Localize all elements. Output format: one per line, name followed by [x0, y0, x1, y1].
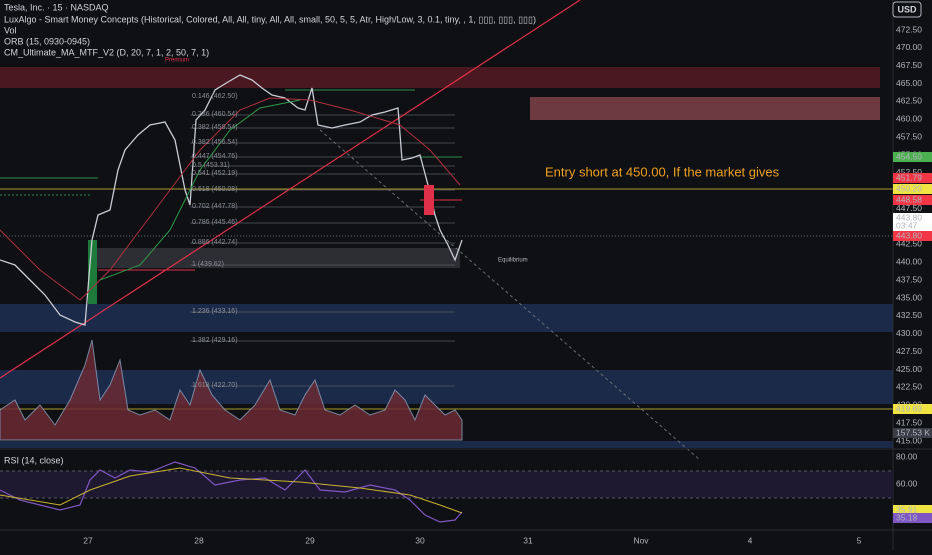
moving-average	[0, 97, 461, 301]
price-axis-label: 465.00	[896, 78, 922, 88]
price-tag-bg	[893, 152, 932, 162]
fib-label: 0.786 (445.46)	[192, 219, 238, 226]
indicator-label: Vol	[4, 25, 17, 35]
price-axis-label: 462.50	[896, 96, 922, 106]
price-tag-bg	[893, 404, 932, 414]
price-axis-label: 430.00	[896, 328, 922, 338]
time-axis-label: 27	[83, 535, 93, 545]
price-tag-bg	[893, 184, 932, 194]
fib-label: 1.236 (433.16)	[192, 308, 238, 315]
fib-label: 0.382 (458.54)	[192, 124, 238, 131]
fib-label: 0.702 (447.78)	[192, 203, 238, 210]
price-axis-label: 467.50	[896, 60, 922, 70]
symbol-title: Tesla, Inc. · 15 · NASDAQ	[4, 2, 109, 12]
fib-label: 0.5 (453.31)	[192, 162, 230, 169]
price-axis-label: 432.50	[896, 310, 922, 320]
time-axis-label: 30	[415, 535, 425, 545]
price-axis-label: 472.50	[896, 24, 922, 34]
premium-zone	[0, 67, 880, 88]
orb-box	[88, 240, 97, 304]
time-axis-label: 5	[857, 535, 862, 545]
price-axis-label: 452.50	[896, 167, 922, 177]
price-tag: 419.69	[896, 403, 922, 413]
annotation: Entry short at 450.00, If the market giv…	[545, 164, 780, 179]
price-tag: 443.80	[896, 230, 922, 240]
candle-highlight	[424, 185, 434, 215]
zone-label: Premium	[165, 58, 189, 64]
fib-lines	[190, 114, 455, 387]
price-tag: 450.20	[896, 183, 922, 193]
time-axis-label: Nov	[633, 535, 649, 545]
price-axis-label: 440.00	[896, 257, 922, 267]
fib-label: 0.236 (460.54)	[192, 111, 238, 118]
price-tag: 35.91	[896, 504, 918, 514]
fib-label: 0.618 (450.08)	[192, 186, 238, 193]
price-tag: 443.80	[896, 212, 922, 222]
price-tag: 454.50	[896, 151, 922, 161]
time-axis-label: 4	[748, 535, 753, 545]
fib-label: 0.886 (442.74)	[192, 239, 238, 246]
rsi-axis-label: 60.00	[896, 478, 918, 488]
price-axis-label: 425.00	[896, 364, 922, 374]
price-axis-label: 457.50	[896, 131, 922, 141]
fib-label: 0.447 (454.76)	[192, 153, 238, 160]
rsi-axis-label: 80.00	[896, 451, 918, 461]
price-tag: 451.79	[896, 172, 922, 182]
price-axis-label: 447.50	[896, 203, 922, 213]
price-tag-bg	[893, 428, 932, 438]
price-tag: 35.18	[896, 512, 918, 522]
fib-label: 0.146 (462.50)	[192, 93, 238, 100]
moving-average	[99, 99, 301, 281]
equilibrium-zone	[90, 248, 460, 268]
price-tag-bg	[893, 195, 932, 205]
trend-line	[0, 0, 581, 379]
time-axis-label: 31	[523, 535, 533, 545]
currency-button[interactable]	[892, 1, 922, 18]
price-axis-label: 470.00	[896, 42, 922, 52]
rsi-title: RSI (14, close)	[4, 455, 64, 465]
price-tag-bg	[893, 231, 932, 241]
currency-label[interactable]: USD	[897, 4, 917, 14]
price-tag-bg	[893, 505, 932, 515]
price-tag: 157.53 K	[896, 427, 930, 437]
time-axis-label: 29	[305, 535, 315, 545]
indicator-label: ORB (15, 0930-0945)	[4, 36, 90, 46]
price-tag: 03:47	[896, 220, 918, 230]
rsi-line	[0, 461, 463, 523]
price-tag-bg	[893, 213, 932, 223]
fib-label: 1 (439.62)	[192, 261, 224, 268]
price-axis-label: 437.50	[896, 274, 922, 284]
price-axis-label: 435.00	[896, 292, 922, 302]
demand-zone	[0, 304, 893, 332]
indicator-label: LuxAlgo - Smart Money Concepts (Historic…	[4, 14, 536, 24]
price-axis-label: 422.50	[896, 382, 922, 392]
rsi-ma	[0, 467, 463, 514]
demand-zone	[0, 370, 893, 404]
fib-label: 0.382 (456.54)	[192, 139, 238, 146]
price-axis-label: 415.00	[896, 435, 922, 445]
zone-label: Equilibrium	[498, 258, 528, 264]
fib-label: 0.541 (452.19)	[192, 170, 238, 177]
price-axis-label: 460.00	[896, 114, 922, 124]
price-axis-label: 427.50	[896, 346, 922, 356]
price-axis-label: 417.50	[896, 417, 922, 427]
indicator-label: CM_Ultimate_MA_MTF_V2 (D, 20, 7, 1, 2, 5…	[4, 47, 209, 57]
fib-label: 1.618 (422.70)	[192, 382, 238, 389]
supply-zone	[530, 97, 880, 120]
time-axis-label: 28	[194, 535, 204, 545]
price-tag-bg	[893, 513, 932, 523]
rsi-band	[0, 471, 893, 498]
demand-zone	[0, 441, 893, 448]
volume-area	[0, 339, 463, 441]
price-line-series	[0, 74, 463, 326]
price-tag-bg	[893, 221, 932, 231]
fib-label: 1.382 (429.16)	[192, 337, 238, 344]
price-axis-label: 442.50	[896, 239, 922, 249]
price-tag-bg	[893, 173, 932, 183]
price-tag: 448.58	[896, 194, 922, 204]
